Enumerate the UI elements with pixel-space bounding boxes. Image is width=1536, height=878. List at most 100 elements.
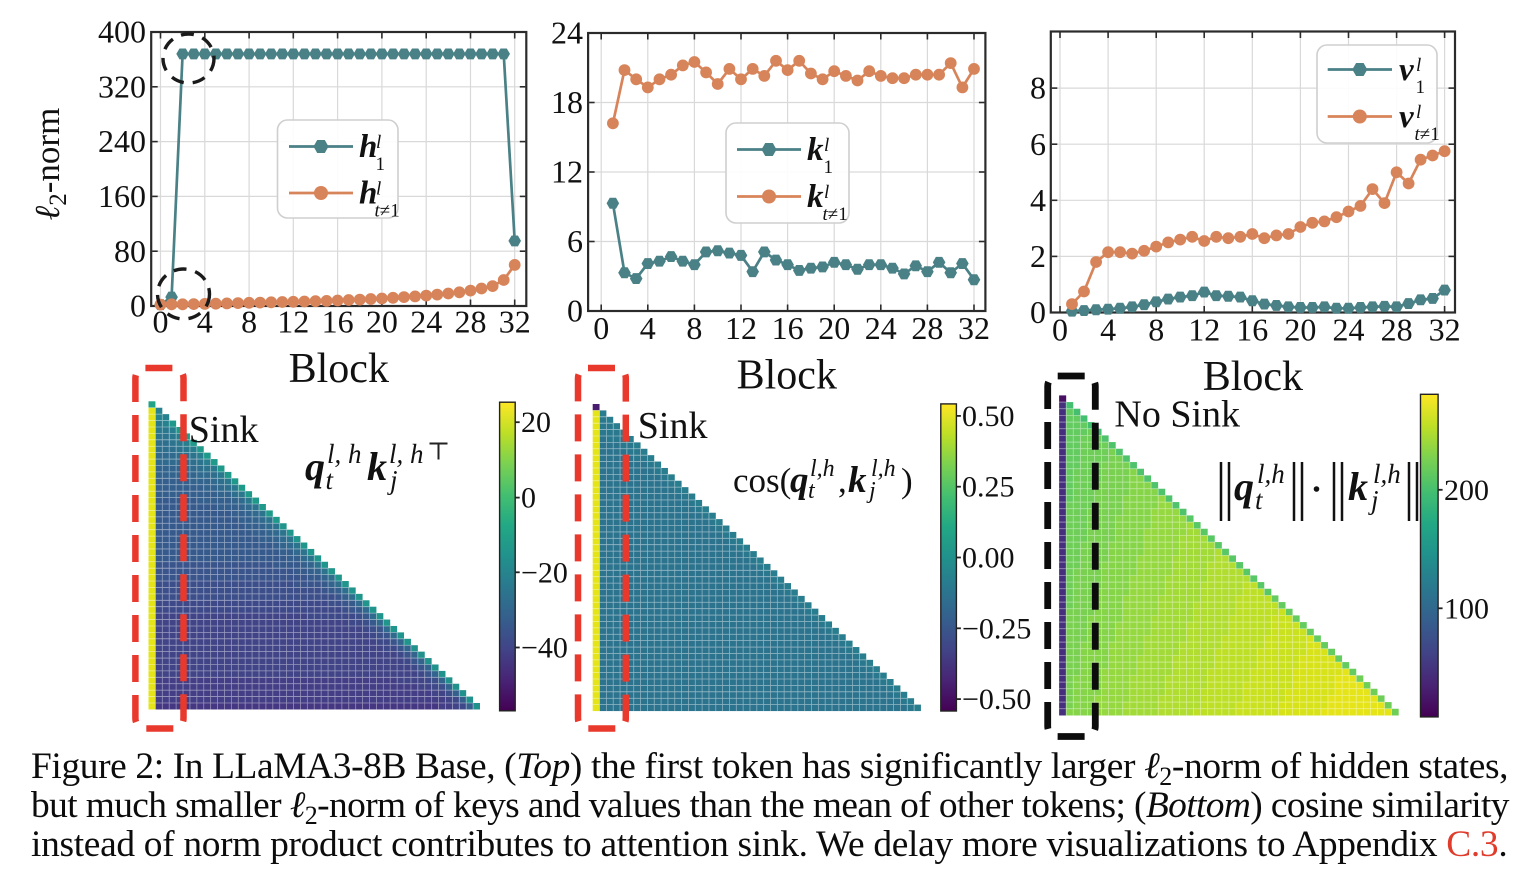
svg-text:t≠1: t≠1: [375, 201, 400, 222]
svg-text:k: k: [848, 460, 867, 501]
svg-text:h: h: [359, 176, 377, 212]
svg-text:24: 24: [410, 303, 442, 339]
svg-text:l,h: l,h: [1373, 459, 1401, 489]
svg-text:1: 1: [824, 157, 834, 178]
svg-text:240: 240: [98, 123, 146, 159]
svg-text:400: 400: [98, 14, 146, 50]
svg-text:l, h: l, h: [327, 439, 362, 469]
svg-text:100: 100: [1444, 592, 1489, 625]
svg-text:4: 4: [1100, 312, 1116, 348]
svg-text:k: k: [367, 444, 387, 489]
svg-text:4: 4: [1030, 182, 1046, 218]
svg-text:12: 12: [551, 154, 583, 190]
svg-text:l: l: [376, 132, 381, 153]
svg-text:l,h: l,h: [871, 456, 896, 482]
svg-text:−20: −20: [521, 556, 568, 589]
svg-text:24: 24: [551, 15, 583, 51]
svg-text:t≠1: t≠1: [823, 204, 848, 225]
svg-text:−0.25: −0.25: [962, 612, 1031, 645]
svg-text:v: v: [1399, 99, 1414, 135]
svg-text:k: k: [1348, 464, 1368, 509]
svg-text:l: l: [376, 179, 381, 200]
svg-text:): ): [901, 461, 913, 500]
svg-text:80: 80: [114, 233, 146, 269]
svg-text:18: 18: [551, 84, 583, 120]
svg-text:Block: Block: [1203, 354, 1303, 400]
svg-text:32: 32: [1429, 312, 1461, 348]
svg-text:8: 8: [1148, 312, 1164, 348]
svg-text:16: 16: [772, 310, 804, 346]
svg-text:v: v: [1399, 52, 1414, 88]
svg-text:6: 6: [1030, 126, 1046, 162]
svg-text:cos(: cos(: [733, 461, 791, 500]
svg-text:t≠1: t≠1: [1415, 124, 1440, 145]
svg-text:l: l: [1416, 55, 1421, 76]
svg-text:l: l: [824, 135, 829, 156]
svg-text:q: q: [305, 444, 325, 489]
svg-text:2: 2: [1030, 238, 1046, 274]
svg-text:32: 32: [499, 303, 531, 339]
svg-text:0.50: 0.50: [962, 400, 1015, 433]
svg-text:8: 8: [1030, 70, 1046, 106]
svg-text:12: 12: [725, 310, 757, 346]
svg-text:6: 6: [567, 223, 583, 259]
svg-text:0: 0: [1052, 312, 1068, 348]
svg-text:200: 200: [1444, 474, 1489, 507]
svg-text:24: 24: [865, 310, 897, 346]
svg-text:q: q: [1234, 464, 1254, 509]
svg-text:t: t: [326, 465, 335, 495]
svg-text:0: 0: [521, 482, 536, 515]
svg-text:h: h: [359, 129, 377, 165]
svg-text:12: 12: [277, 303, 309, 339]
svg-text:0.00: 0.00: [962, 542, 1015, 575]
svg-text:j: j: [866, 478, 876, 504]
svg-text:k: k: [807, 132, 824, 168]
svg-text:l: l: [824, 182, 829, 203]
svg-text:0: 0: [1030, 294, 1046, 330]
svg-text:20: 20: [1284, 312, 1316, 348]
svg-text:160: 160: [98, 178, 146, 214]
svg-text:28: 28: [911, 310, 943, 346]
svg-text:28: 28: [1381, 312, 1413, 348]
svg-text:28: 28: [455, 303, 487, 339]
svg-text:8: 8: [686, 310, 702, 346]
svg-text:0: 0: [153, 303, 169, 339]
svg-text:0.25: 0.25: [962, 471, 1015, 504]
svg-text:l, h: l, h: [389, 439, 424, 469]
svg-text:4: 4: [197, 303, 213, 339]
svg-text:,: ,: [838, 461, 847, 500]
svg-text:1: 1: [376, 154, 386, 175]
svg-text:20: 20: [521, 406, 551, 439]
svg-text:0: 0: [593, 310, 609, 346]
svg-text:320: 320: [98, 68, 146, 104]
svg-text:Sink: Sink: [638, 405, 708, 447]
svg-text:−40: −40: [521, 632, 568, 665]
svg-text:j: j: [1368, 485, 1379, 515]
svg-text:t: t: [1255, 485, 1264, 515]
svg-text:j: j: [387, 465, 398, 495]
svg-text:16: 16: [322, 303, 354, 339]
svg-text:8: 8: [241, 303, 257, 339]
svg-text:16: 16: [1236, 312, 1268, 348]
svg-text:l,h: l,h: [1257, 459, 1285, 489]
svg-text:l,h: l,h: [810, 456, 835, 482]
svg-text:Block: Block: [737, 352, 837, 398]
svg-text:k: k: [807, 179, 824, 215]
svg-text:20: 20: [818, 310, 850, 346]
svg-text:ℓ2-norm: ℓ2-norm: [28, 108, 72, 221]
svg-text:l: l: [1416, 102, 1421, 123]
svg-text:32: 32: [958, 310, 990, 346]
svg-text:Block: Block: [289, 346, 389, 392]
svg-text:t: t: [808, 478, 816, 504]
svg-text:4: 4: [640, 310, 656, 346]
svg-text:12: 12: [1188, 312, 1220, 348]
svg-text:24: 24: [1333, 312, 1365, 348]
svg-text:q: q: [790, 460, 809, 501]
svg-text:20: 20: [366, 303, 398, 339]
svg-text:No Sink: No Sink: [1114, 394, 1240, 436]
svg-text:−0.50: −0.50: [962, 683, 1031, 716]
svg-text:1: 1: [1416, 77, 1426, 98]
svg-text:Sink: Sink: [189, 409, 259, 451]
svg-text:0: 0: [567, 293, 583, 329]
svg-text:0: 0: [130, 288, 146, 324]
